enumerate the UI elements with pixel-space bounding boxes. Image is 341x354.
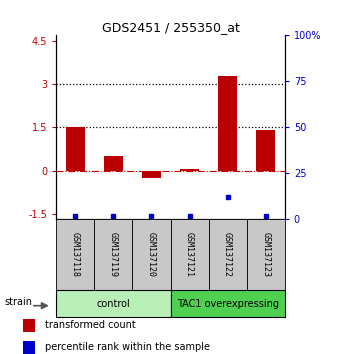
Text: GSM137121: GSM137121 (185, 232, 194, 278)
Text: GSM137120: GSM137120 (147, 232, 156, 278)
Bar (23, 319, 35, 332)
Bar (218, 76, 237, 171)
Bar (23, 341, 35, 354)
Bar (132, 219, 170, 290)
Text: TAC1 overexpressing: TAC1 overexpressing (177, 298, 279, 309)
Bar (56, 290, 170, 317)
Text: strain: strain (4, 297, 32, 307)
Bar (142, 171, 161, 178)
Bar (170, 290, 285, 317)
Title: GDS2451 / 255350_at: GDS2451 / 255350_at (102, 21, 239, 34)
Bar (170, 219, 209, 290)
Bar (209, 219, 247, 290)
Bar (66, 127, 85, 171)
Bar (256, 130, 275, 171)
Bar (94, 219, 132, 290)
Text: GSM137119: GSM137119 (109, 232, 118, 278)
Text: transformed count: transformed count (45, 320, 135, 330)
Text: percentile rank within the sample: percentile rank within the sample (45, 342, 210, 352)
Text: GSM137123: GSM137123 (261, 232, 270, 278)
Text: GSM137122: GSM137122 (223, 232, 232, 278)
Bar (247, 219, 285, 290)
Bar (56, 219, 94, 290)
Bar (104, 156, 123, 171)
Bar (180, 169, 199, 171)
Text: GSM137118: GSM137118 (71, 232, 80, 278)
Text: control: control (97, 298, 130, 309)
